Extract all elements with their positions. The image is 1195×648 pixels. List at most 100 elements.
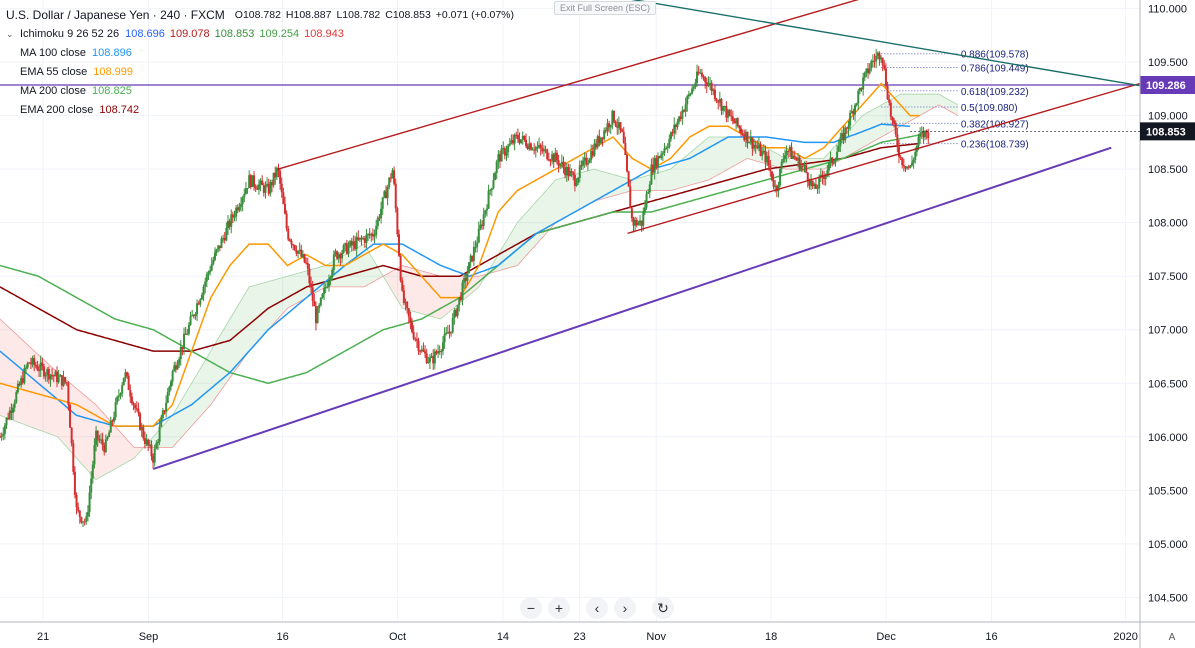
cloud-segment [450, 276, 453, 311]
candle-body [751, 137, 754, 149]
indicator-row[interactable]: EMA 55 close 108.999 [20, 63, 519, 82]
candle-body [391, 170, 394, 179]
last-price-tag [1140, 122, 1195, 141]
candle-body [490, 188, 493, 190]
cloud-segment [917, 94, 920, 117]
candle-body [893, 120, 896, 124]
cloud-segment [914, 94, 918, 119]
cloud-segment [634, 178, 638, 191]
chart-toolbar: − + ‹ › ↻ [520, 597, 674, 619]
last-price-label: 108.853 [1146, 126, 1186, 138]
candle-body [152, 456, 155, 463]
cloud-segment [251, 285, 254, 349]
candle-body [253, 175, 256, 187]
cloud-segment [905, 94, 908, 124]
candle-body [293, 245, 296, 250]
candle-body [31, 358, 34, 365]
candle-body [746, 131, 749, 143]
candle-body [104, 439, 107, 452]
candle-body [376, 217, 379, 226]
candle-body [129, 389, 132, 397]
candle-body [298, 249, 301, 252]
zoom-out-button[interactable]: − [520, 597, 542, 619]
candle-body [448, 331, 451, 334]
candle-body [279, 171, 282, 184]
chevron-down-icon[interactable]: ⌄ [6, 29, 14, 39]
candle-body [531, 149, 534, 151]
candle-body [555, 152, 558, 161]
cloud-segment [191, 379, 194, 427]
candle-body [897, 147, 900, 157]
candle-body [90, 478, 93, 493]
candle-body [173, 365, 176, 372]
scale-mode-toggle[interactable]: A [1169, 632, 1176, 643]
candle-body [639, 220, 642, 223]
y-tick-label: 108.500 [1148, 164, 1188, 176]
candle-body [660, 154, 663, 158]
candle-body [368, 234, 371, 236]
cloud-segment [850, 126, 853, 155]
candle-body [741, 132, 744, 135]
zoom-in-button[interactable]: + [548, 597, 570, 619]
candle-body [632, 218, 635, 226]
candle-body [498, 154, 501, 162]
candle-body [337, 254, 340, 259]
x-tick-label: 18 [765, 631, 777, 643]
candle-body [64, 377, 67, 383]
candle-body [834, 159, 837, 162]
candle-body [8, 410, 11, 419]
candle-body [611, 110, 614, 125]
cloud-segment [352, 249, 355, 287]
candle-body [262, 185, 265, 193]
reset-chart-button[interactable]: ↻ [652, 597, 674, 619]
candle-body [726, 110, 729, 118]
candle-body [98, 439, 101, 441]
cloud-segment [124, 436, 127, 464]
candle-body [536, 147, 539, 149]
candle-body [192, 315, 195, 317]
x-tick-label: Dec [876, 631, 896, 643]
indicator-row[interactable]: MA 200 close 108.825 [20, 82, 519, 101]
candle-body [676, 121, 679, 127]
candle-body [350, 241, 353, 246]
candle-body [228, 220, 231, 227]
candle-body [481, 224, 484, 226]
cloud-segment [953, 102, 956, 115]
cloud-segment [59, 374, 63, 443]
cloud-segment [16, 334, 20, 423]
candle-body [326, 286, 329, 288]
cloud-segment [31, 348, 34, 428]
cloud-segment [601, 171, 604, 200]
cloud-segment [735, 137, 738, 166]
cloud-segment [208, 351, 211, 408]
cloud-segment [411, 268, 415, 312]
indicator-label: EMA 55 close [20, 66, 88, 78]
candle-body [735, 118, 738, 124]
candle-body [73, 471, 76, 495]
scroll-left-button[interactable]: ‹ [586, 597, 608, 619]
cloud-segment [658, 171, 662, 191]
candle-body [367, 234, 370, 236]
indicator-row[interactable]: ⌄ Ichimoku 9 26 52 26 108.696 109.078 108.85… [6, 25, 519, 44]
candle-body [38, 370, 41, 372]
candle-body [484, 210, 487, 215]
candle-body [645, 193, 648, 208]
candle-body [627, 171, 630, 187]
candle-body [901, 157, 904, 166]
cloud-segment [934, 94, 937, 108]
candle-body [44, 374, 47, 377]
candle-body [407, 308, 410, 317]
x-tick-label: 14 [497, 631, 509, 643]
candle-body [687, 94, 690, 97]
indicator-row[interactable]: EMA 200 close 108.742 [20, 101, 519, 120]
cloud-segment [371, 256, 374, 283]
scroll-right-button[interactable]: › [614, 597, 636, 619]
candle-body [868, 68, 871, 74]
candle-body [311, 287, 314, 302]
candle-body [282, 192, 285, 205]
cloud-segment [792, 158, 796, 170]
exit-fullscreen-button[interactable]: Exit Full Screen (ESC) [554, 1, 657, 15]
cloud-segment [421, 270, 424, 315]
indicator-row[interactable]: MA 100 close 108.896 [20, 44, 519, 63]
